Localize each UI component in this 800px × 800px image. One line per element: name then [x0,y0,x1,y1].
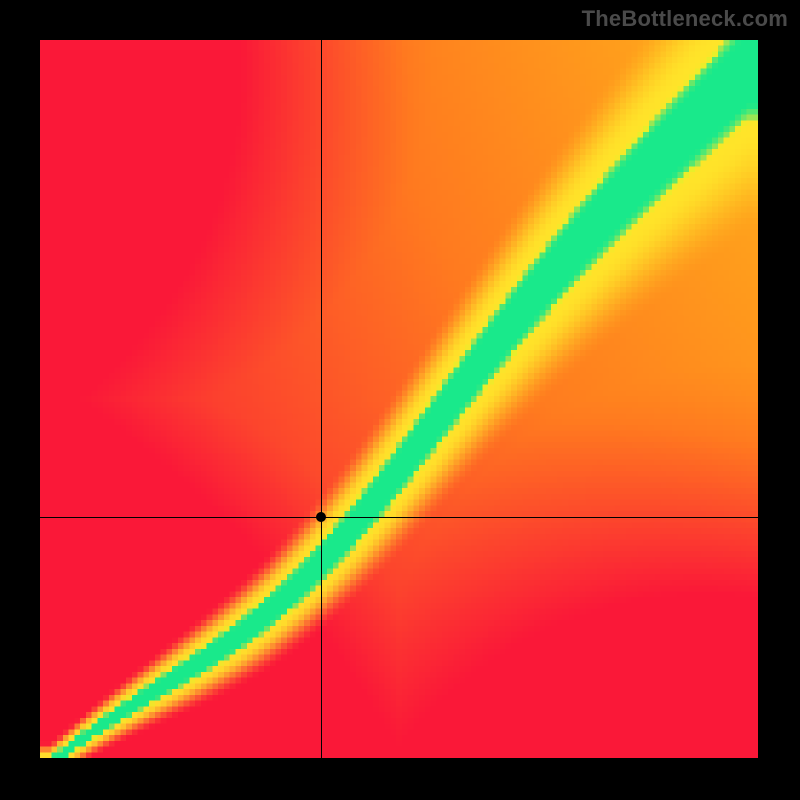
heatmap-canvas [40,40,758,758]
crosshair-horizontal [40,517,758,518]
chart-container: TheBottleneck.com [0,0,800,800]
watermark-text: TheBottleneck.com [582,6,788,32]
crosshair-vertical [321,40,322,758]
